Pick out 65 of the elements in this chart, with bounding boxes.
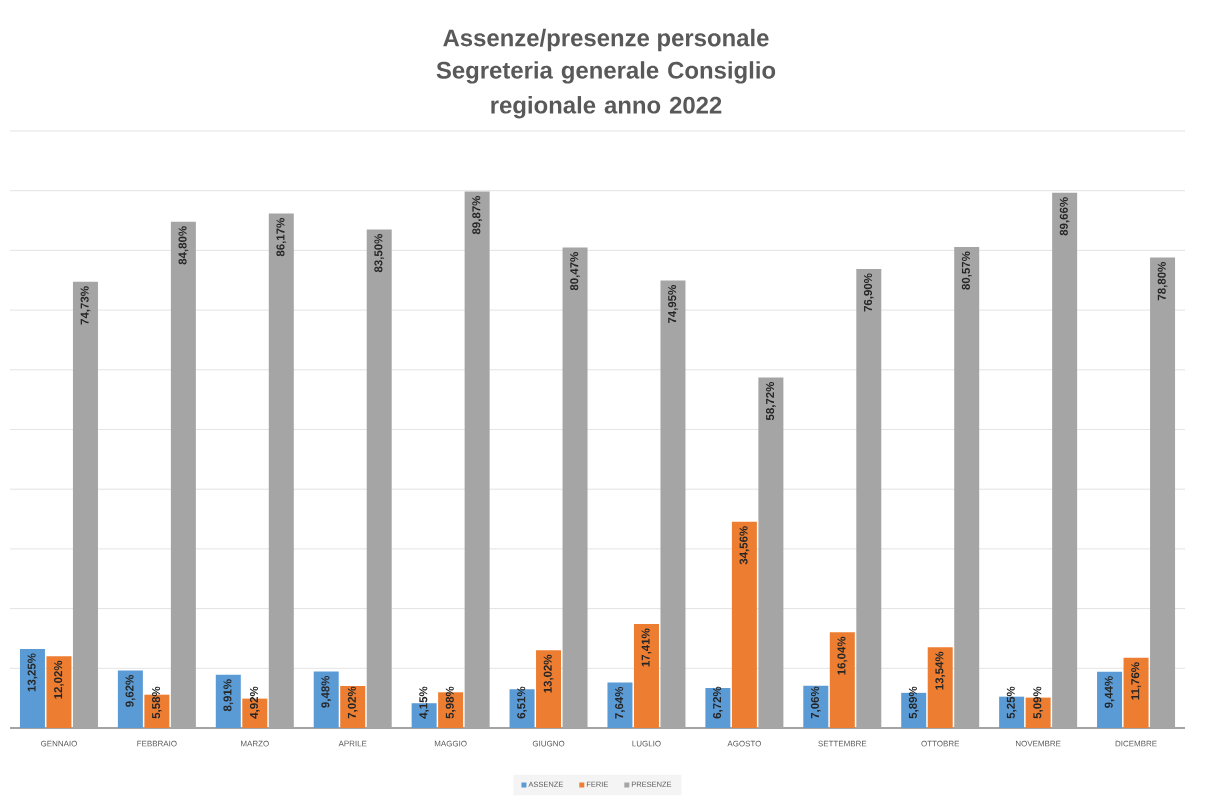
data-label: 80,47%	[570, 252, 580, 291]
bar	[856, 268, 882, 728]
data-label: 13,25%	[27, 653, 38, 692]
data-label: 78,80%	[1157, 262, 1168, 301]
data-label: 89,87%	[472, 195, 483, 235]
data-label: 13,54%	[935, 651, 946, 690]
data-label: 84,80%	[178, 226, 189, 265]
bar	[1052, 192, 1078, 728]
data-label: 17,41%	[641, 628, 652, 667]
data-label: 80,57%	[961, 251, 972, 290]
data-label: 7,02%	[347, 686, 358, 719]
bar	[705, 687, 731, 728]
chart-title: Assenze/presenze personale	[443, 28, 769, 52]
bar	[117, 670, 143, 728]
data-label: 9,44%	[1104, 676, 1115, 708]
bar	[927, 647, 953, 728]
data-label: 34,56%	[739, 526, 750, 565]
data-label: 8,91%	[223, 679, 234, 712]
data-label: 89,66%	[1059, 197, 1070, 236]
data-label: 9,48%	[321, 675, 332, 708]
data-label: 6,72%	[712, 686, 723, 719]
data-label: 16,04%	[837, 636, 848, 675]
bar	[758, 377, 784, 728]
bar	[954, 246, 980, 728]
data-label: 83,50%	[374, 234, 385, 273]
data-label: 76,90%	[863, 273, 874, 312]
bar	[660, 280, 686, 728]
data-label: 9,62%	[125, 675, 136, 707]
bar	[313, 671, 339, 728]
data-label: 13,02%	[543, 654, 554, 693]
bar	[72, 281, 98, 728]
data-label: 7,64%	[615, 686, 625, 719]
data-label: 4,92%	[249, 686, 260, 719]
bar	[1123, 657, 1149, 728]
bar	[562, 247, 588, 728]
bar	[170, 221, 196, 728]
bar	[536, 650, 562, 728]
data-label: 86,17%	[276, 218, 287, 257]
data-label: 11,76%	[1131, 662, 1141, 700]
data-label: 5,25%	[1006, 686, 1017, 719]
data-label: 74,95%	[668, 285, 678, 324]
data-label: 6,51%	[517, 686, 527, 719]
data-label: 58,72%	[765, 381, 776, 421]
bar	[215, 674, 241, 728]
bar	[633, 624, 659, 728]
data-label: 5,58%	[151, 686, 162, 719]
bar	[1097, 671, 1123, 728]
bar	[1150, 257, 1176, 728]
bar	[19, 648, 45, 728]
bar	[46, 656, 72, 728]
data-label: 7,06%	[810, 686, 821, 719]
chart-subtitle: Segreteria generale Consiglio regionale anno 2022	[436, 61, 776, 119]
bar	[268, 213, 294, 728]
data-label: 74,73%	[80, 286, 91, 325]
data-label: 12,02%	[54, 660, 64, 699]
bar	[366, 229, 392, 728]
bar	[731, 521, 757, 728]
data-label: 5,98%	[445, 686, 456, 719]
bar	[607, 682, 633, 728]
bar	[464, 191, 490, 728]
data-label: 4,15%	[419, 686, 429, 719]
data-label: 5,09%	[1033, 686, 1044, 719]
data-label: 5,89%	[908, 686, 919, 719]
bar	[829, 632, 855, 728]
bar	[340, 686, 366, 728]
